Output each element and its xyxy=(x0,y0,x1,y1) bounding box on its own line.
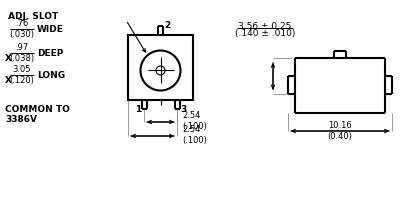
Text: 1: 1 xyxy=(135,105,141,114)
Text: 3: 3 xyxy=(180,105,186,114)
Text: .97: .97 xyxy=(15,43,29,52)
Bar xyxy=(128,35,193,100)
Text: (.038): (.038) xyxy=(10,54,34,63)
Text: (.140 ± .010): (.140 ± .010) xyxy=(235,29,295,38)
Text: LONG: LONG xyxy=(37,70,65,80)
Text: .76: .76 xyxy=(15,19,29,28)
Text: 10.16: 10.16 xyxy=(328,121,352,130)
Text: 3386V: 3386V xyxy=(5,115,37,124)
Text: (.100): (.100) xyxy=(182,122,207,131)
Text: X: X xyxy=(5,53,12,63)
Text: (0.40): (0.40) xyxy=(328,132,352,141)
Text: 2.54: 2.54 xyxy=(182,125,200,134)
Text: 3.56 ± 0.25: 3.56 ± 0.25 xyxy=(238,22,292,31)
Text: (.120): (.120) xyxy=(10,76,34,85)
Text: ADJ. SLOT: ADJ. SLOT xyxy=(8,12,58,21)
Text: DEEP: DEEP xyxy=(37,48,63,58)
Text: (.100): (.100) xyxy=(182,136,207,145)
Text: 2.54: 2.54 xyxy=(182,111,200,120)
Text: (.030): (.030) xyxy=(10,30,34,39)
Text: X: X xyxy=(5,75,12,85)
Text: 2: 2 xyxy=(164,22,171,31)
Text: COMMON TO: COMMON TO xyxy=(5,105,70,114)
Text: WIDE: WIDE xyxy=(37,24,64,34)
Text: 3.05: 3.05 xyxy=(13,65,31,74)
